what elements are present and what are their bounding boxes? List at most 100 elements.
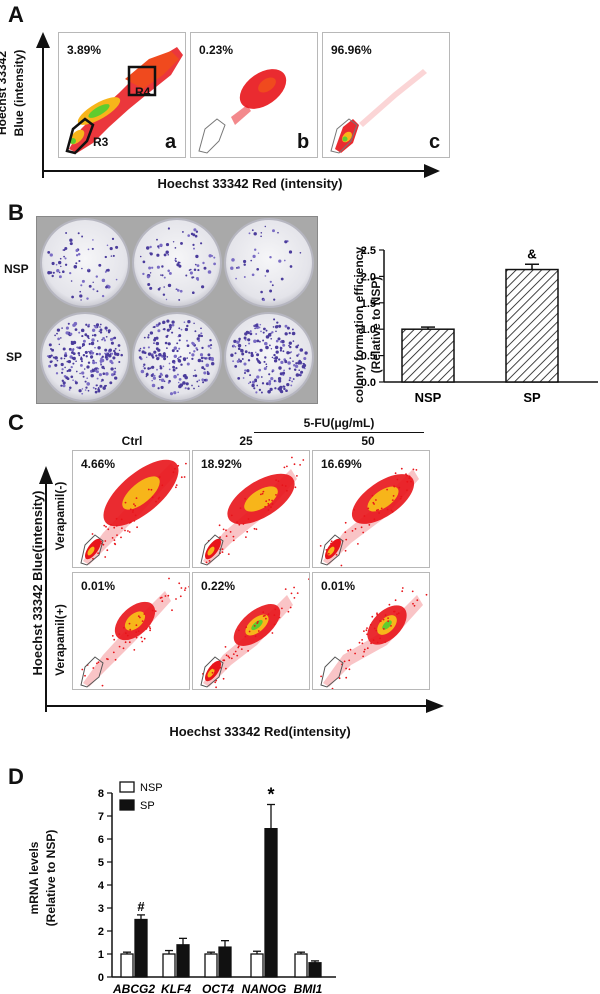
colony-dot bbox=[298, 369, 301, 372]
colony-dot bbox=[193, 247, 195, 250]
facs-event-dot bbox=[275, 494, 277, 496]
colony-dot bbox=[149, 331, 154, 335]
facs-event-dot bbox=[271, 503, 274, 505]
facs-event-dot bbox=[261, 492, 264, 495]
colony-dot bbox=[279, 346, 283, 350]
facs-event-dot bbox=[397, 612, 400, 615]
colony-dot bbox=[194, 330, 197, 333]
facs-event-dot bbox=[128, 622, 131, 625]
colony-dot bbox=[256, 353, 260, 357]
colony-dot bbox=[64, 257, 67, 260]
facs-event-dot bbox=[299, 464, 301, 466]
facs-event-dot bbox=[245, 536, 247, 538]
colony-dot bbox=[90, 341, 95, 346]
facs-event-dot bbox=[137, 615, 140, 618]
panel-b-row-label-nsp: NSP bbox=[4, 262, 29, 276]
colony-dot bbox=[172, 368, 176, 372]
facs-sp-gate bbox=[200, 534, 224, 566]
panel-b-ytick-label: 2.5 bbox=[361, 245, 376, 257]
colony-dot bbox=[94, 387, 97, 390]
colony-dot bbox=[151, 379, 153, 382]
colony-dot bbox=[71, 349, 75, 352]
facs-event-dot bbox=[103, 524, 106, 527]
colony-dot bbox=[194, 369, 196, 372]
facs-event-dot bbox=[264, 614, 266, 617]
facs-event-dot bbox=[388, 603, 391, 606]
colony-dot bbox=[288, 367, 291, 370]
facs-event-dot bbox=[366, 647, 369, 650]
facs-event-dot bbox=[354, 528, 357, 530]
colony-dot bbox=[263, 367, 267, 371]
colony-dot bbox=[279, 389, 284, 394]
panel-b-category-label: SP bbox=[523, 390, 541, 405]
facs-event-dot bbox=[177, 464, 180, 467]
colony-dot bbox=[180, 241, 183, 245]
colony-dot bbox=[110, 367, 114, 371]
facs-event-dot bbox=[143, 613, 146, 615]
facs-event-dot bbox=[267, 502, 270, 505]
colony-dot bbox=[204, 357, 207, 360]
facs-event-dot bbox=[331, 687, 334, 689]
colony-dot bbox=[120, 353, 123, 357]
colony-dot bbox=[295, 345, 299, 349]
colony-dot bbox=[141, 350, 145, 354]
colony-dot bbox=[88, 323, 90, 326]
colony-dot bbox=[86, 365, 90, 369]
panel-a-gate-r3-label: R3 bbox=[93, 135, 109, 149]
facs-event-dot bbox=[400, 467, 403, 470]
colony-dot bbox=[86, 377, 89, 380]
colony-dot bbox=[284, 332, 288, 336]
colony-dot bbox=[178, 261, 181, 264]
colony-dot bbox=[176, 373, 179, 376]
colony-dot bbox=[265, 346, 269, 350]
facs-event-dot bbox=[399, 497, 402, 500]
colony-dot bbox=[104, 352, 106, 355]
colony-dot bbox=[255, 391, 258, 394]
colony-dot bbox=[193, 350, 196, 353]
panel-b-label: B bbox=[8, 200, 24, 225]
facs-event-dot bbox=[116, 534, 118, 536]
colony-dot bbox=[80, 357, 83, 361]
colony-dot bbox=[143, 367, 146, 370]
colony-dot bbox=[82, 339, 86, 343]
colony-dot bbox=[270, 377, 274, 381]
colony-dot bbox=[277, 387, 281, 391]
colony-dot bbox=[254, 379, 258, 383]
colony-dot bbox=[146, 275, 150, 279]
colony-dot bbox=[243, 276, 246, 278]
facs-plot-svg bbox=[200, 456, 305, 566]
facs-event-dot bbox=[225, 535, 228, 537]
colony-dot bbox=[81, 371, 85, 375]
colony-dot bbox=[289, 376, 292, 380]
mrna-levels-chart: 0 1 2 3 4 5 6 7 8 # ABCG2 KLF4 OCT4 * NANOG BMI1 NSP SP bbox=[98, 781, 336, 994]
facs-sp-gate bbox=[80, 534, 104, 566]
facs-plot-r1-c1: 4.66% bbox=[72, 450, 190, 568]
facs-event-dot bbox=[291, 456, 293, 459]
colony-dot bbox=[157, 245, 160, 248]
colony-dot bbox=[251, 273, 255, 277]
facs-event-dot bbox=[327, 552, 330, 555]
colony-dot bbox=[203, 371, 207, 375]
colony-dot bbox=[248, 351, 251, 354]
colony-dot bbox=[64, 352, 67, 355]
colony-dot bbox=[273, 318, 276, 321]
colony-dot bbox=[303, 356, 307, 361]
colony-dot bbox=[151, 354, 154, 357]
colony-dot bbox=[49, 253, 53, 257]
colony-dot bbox=[186, 344, 190, 348]
facs-event-dot bbox=[111, 635, 114, 637]
facs-event-dot bbox=[134, 504, 137, 507]
colony-dot bbox=[244, 350, 248, 354]
facs-event-dot bbox=[132, 511, 134, 513]
colony-well bbox=[132, 218, 222, 308]
colony-dot bbox=[196, 380, 199, 383]
colony-dot bbox=[247, 331, 250, 335]
facs-event-dot bbox=[110, 523, 112, 526]
colony-dot bbox=[114, 376, 118, 380]
colony-dot bbox=[157, 387, 160, 390]
colony-dot bbox=[268, 373, 271, 376]
colony-dot bbox=[86, 382, 90, 386]
colony-dot bbox=[102, 336, 105, 340]
colony-dot bbox=[236, 340, 240, 344]
colony-dot bbox=[114, 367, 117, 370]
